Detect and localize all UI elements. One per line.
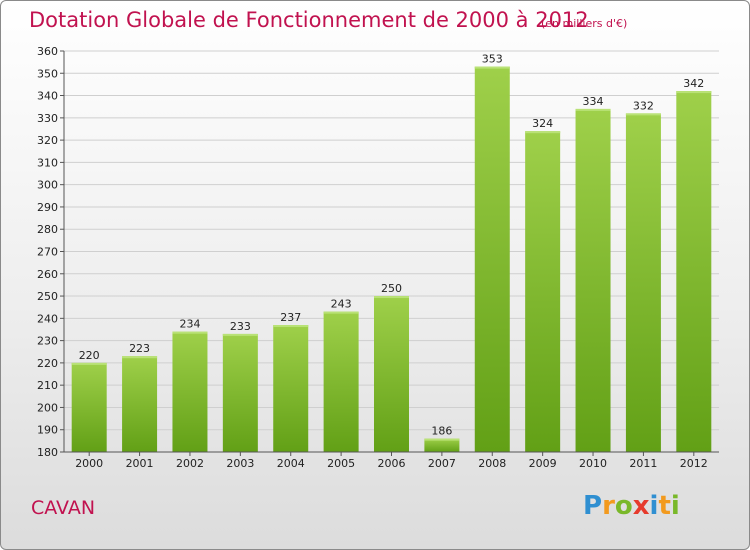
bar-highlight xyxy=(474,66,510,69)
y-tick-label: 300 xyxy=(37,179,58,192)
bar xyxy=(676,91,712,452)
data-label: 334 xyxy=(583,95,604,108)
y-tick-label: 290 xyxy=(37,201,58,214)
x-tick-label: 2012 xyxy=(680,457,708,470)
x-tick-label: 2003 xyxy=(226,457,254,470)
data-label: 324 xyxy=(532,117,553,130)
bar-highlight xyxy=(273,325,309,328)
y-tick-label: 240 xyxy=(37,312,58,325)
y-tick-label: 180 xyxy=(37,446,58,459)
chart-title: Dotation Globale de Fonctionnement de 20… xyxy=(29,8,589,32)
bar xyxy=(474,66,510,452)
y-tick-label: 330 xyxy=(37,112,58,125)
data-label: 186 xyxy=(431,425,452,438)
y-tick-label: 350 xyxy=(37,67,58,80)
bar xyxy=(273,325,309,452)
bar xyxy=(374,296,409,452)
y-tick-label: 200 xyxy=(37,401,58,414)
x-tick-label: 2001 xyxy=(126,457,154,470)
data-label: 223 xyxy=(129,342,150,355)
data-label: 250 xyxy=(381,282,402,295)
y-tick-label: 210 xyxy=(37,379,58,392)
y-tick-label: 220 xyxy=(37,357,58,370)
bar-highlight xyxy=(575,108,611,111)
y-tick-label: 320 xyxy=(37,134,58,147)
bar xyxy=(424,438,460,452)
bar-highlight xyxy=(323,311,359,314)
y-tick-label: 260 xyxy=(37,268,58,281)
logo-letter: i xyxy=(670,491,680,521)
y-tick-label: 340 xyxy=(37,90,58,103)
bar xyxy=(625,113,661,452)
x-tick-label: 2010 xyxy=(579,457,607,470)
bar-highlight xyxy=(172,331,208,334)
unit-label: (en milliers d'€) xyxy=(541,17,628,30)
y-tick-label: 360 xyxy=(37,45,58,58)
logo-letter: i xyxy=(649,491,659,521)
data-label: 353 xyxy=(482,53,503,66)
data-label: 342 xyxy=(683,77,704,90)
proxiti-logo: Proxiti xyxy=(583,491,680,521)
x-tick-label: 2006 xyxy=(378,457,406,470)
bar xyxy=(172,331,208,452)
data-label: 243 xyxy=(331,298,352,311)
bar-highlight xyxy=(71,362,107,365)
x-tick-label: 2002 xyxy=(176,457,204,470)
y-tick-label: 190 xyxy=(37,424,58,437)
commune-name: CAVAN xyxy=(31,497,96,519)
x-tick-label: 2005 xyxy=(327,457,355,470)
logo-letter: r xyxy=(602,491,615,521)
logo-letter: t xyxy=(658,491,671,521)
data-label: 233 xyxy=(230,320,251,333)
x-tick-label: 2004 xyxy=(277,457,305,470)
x-tick-label: 2000 xyxy=(75,457,103,470)
bar-highlight xyxy=(374,296,409,299)
bar xyxy=(525,131,561,452)
bar xyxy=(222,333,258,452)
x-tick-label: 2011 xyxy=(629,457,657,470)
x-tick-label: 2008 xyxy=(478,457,506,470)
bar-highlight xyxy=(525,131,561,134)
y-tick-label: 250 xyxy=(37,290,58,303)
x-tick-label: 2009 xyxy=(529,457,557,470)
x-axis: 2000 2001 2002 2003 2004 2005 2006 2007 2008 2009… xyxy=(64,451,719,470)
bar xyxy=(71,362,107,452)
bars: 220 223 234 233 237 243 250 186 353 324 334 332 342 xyxy=(71,53,712,452)
data-label: 220 xyxy=(79,349,100,362)
y-tick-label: 280 xyxy=(37,223,58,236)
bar xyxy=(575,108,611,452)
y-tick-label: 310 xyxy=(37,156,58,169)
data-label: 234 xyxy=(179,318,200,331)
logo-letter: P xyxy=(583,491,603,521)
bar xyxy=(122,356,158,452)
data-label: 332 xyxy=(633,99,654,112)
y-tick-label: 270 xyxy=(37,246,58,259)
data-label: 237 xyxy=(280,311,301,324)
bar-highlight xyxy=(222,333,258,336)
bar-highlight xyxy=(676,91,712,94)
bar xyxy=(323,311,359,452)
bar-highlight xyxy=(122,356,158,359)
bar-highlight xyxy=(424,438,460,441)
bar-highlight xyxy=(625,113,661,116)
logo-letter: x xyxy=(632,491,650,521)
y-axis: 180 190 200 210 220 230 240 250 260 270 280 290 300 3… xyxy=(37,45,65,459)
y-tick-label: 230 xyxy=(37,335,58,348)
logo-letter: o xyxy=(614,491,633,521)
x-tick-label: 2007 xyxy=(428,457,456,470)
